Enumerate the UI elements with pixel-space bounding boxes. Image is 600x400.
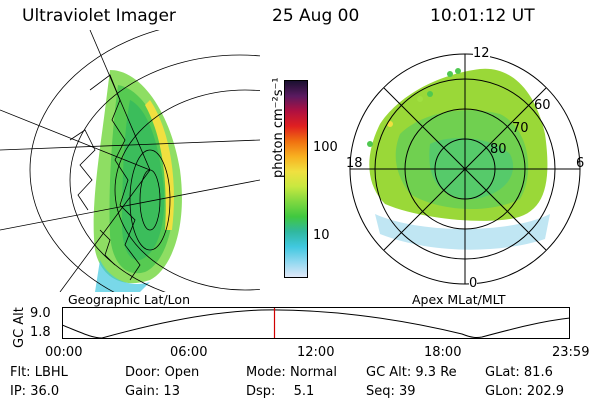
mlt-label-18: 18 [346,156,363,171]
glat-label: GLat: [485,365,520,380]
altitude-tick-high: 9.0 [30,306,51,321]
polar-panel-label: Apex MLat/MLT [412,292,506,307]
seq-label: Seq: [366,384,395,399]
filter-label: Flt: [10,365,31,380]
seq-value: 39 [399,384,416,399]
info-row-1: Flt: LBHL Door: Open Mode: Normal GC Alt… [10,365,600,381]
altitude-curve [62,309,570,339]
altitude-tick-low: 1.8 [30,325,51,340]
dsp-value: 5.1 [293,384,315,399]
colorbar-tick-10: 10 [313,228,330,243]
time-tick-1800: 18:00 [424,345,462,360]
dsp-label: Dsp: [246,384,276,399]
geographic-map-panel [0,30,260,292]
glat-value: 81.6 [523,365,553,380]
glon-value: 202.9 [526,384,565,399]
colorbar-unit-label: photon cm⁻²s⁻¹ [271,77,286,178]
ip-label: IP: [10,384,27,399]
gc-alt-label: GC Alt: [366,365,412,380]
mode-value: Normal [289,365,337,380]
altitude-plot [62,307,570,339]
polar-dial-panel [349,53,581,285]
altitude-axis-label: GC Alt [12,307,27,348]
ip-value: 36.0 [30,384,60,399]
colorbar [284,80,308,278]
filter-value: LBHL [34,365,68,380]
date-label: 25 Aug 00 [272,6,360,26]
mlt-label-0: 0 [469,276,478,291]
door-value: Open [164,365,200,380]
mlat-label-60: 60 [534,98,551,113]
time-tick-1200: 12:00 [297,345,335,360]
time-tick-0000: 00:00 [45,345,83,360]
colorbar-tick-100: 100 [313,140,338,155]
time-tick-0600: 06:00 [170,345,208,360]
time-label: 10:01:12 UT [430,6,535,26]
mlt-label-6: 6 [576,156,585,171]
gain-value: 13 [163,384,180,399]
gc-alt-value: 9.3 Re [415,365,457,380]
mode-label: Mode: [246,365,286,380]
geographic-panel-label: Geographic Lat/Lon [68,292,190,307]
time-tick-2359: 23:59 [552,345,590,360]
instrument-title: Ultraviolet Imager [22,6,176,26]
info-row-2: IP: 36.0 Gain: 13 Dsp: 5.1 Seq: 39 GLon:… [10,384,600,400]
gain-label: Gain: [125,384,160,399]
glon-label: GLon: [485,384,523,399]
mlat-label-80: 80 [490,142,507,157]
door-label: Door: [125,365,161,380]
mlat-label-70: 70 [512,121,529,136]
mlt-label-12: 12 [473,46,490,61]
